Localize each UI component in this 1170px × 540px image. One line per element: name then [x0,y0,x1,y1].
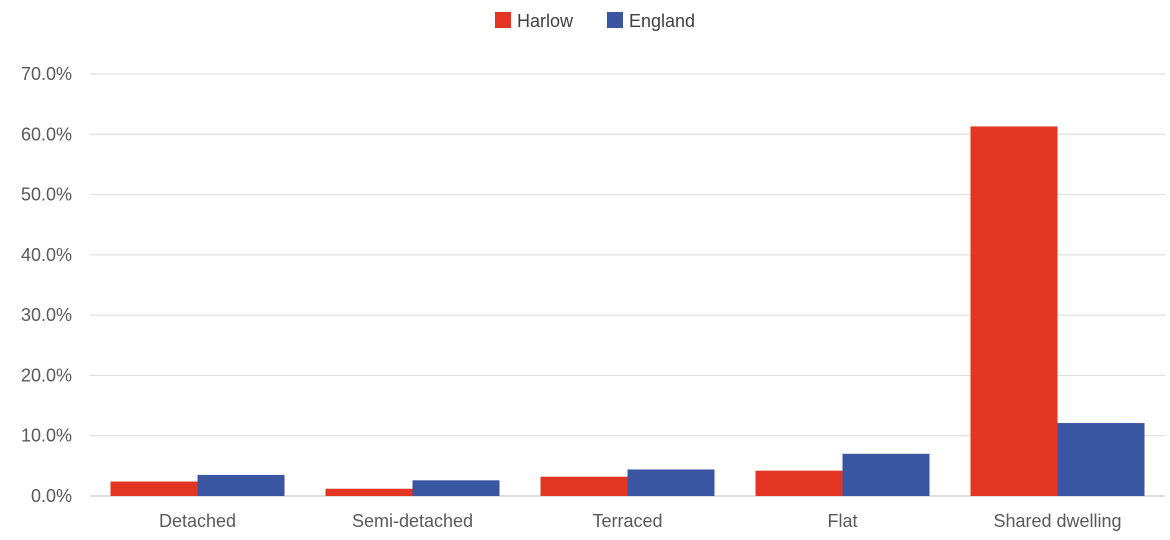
bar-england-detached [197,474,285,496]
legend-label-england: England [629,11,695,31]
y-tick-label: 40.0% [21,245,72,265]
bar-harlow-flat [755,470,843,496]
legend-swatch-harlow [495,12,511,28]
legend-swatch-england [607,12,623,28]
y-tick-label: 20.0% [21,365,72,385]
bar-harlow-semi-detached [325,488,413,496]
x-tick-label: Terraced [592,511,662,531]
bar-england-semi-detached [412,480,500,496]
x-tick-label: Flat [827,511,857,531]
bar-harlow-detached [110,481,198,496]
y-axis-tick-labels: 0.0% 10.0% 20.0% 30.0% 40.0% 50.0% 60.0% 70.0% [21,64,72,506]
y-tick-label: 0.0% [31,486,72,506]
y-tick-label: 70.0% [21,64,72,84]
bar-harlow-shared-dwelling [970,126,1058,496]
x-tick-label: Detached [159,511,236,531]
gridlines [90,73,1165,497]
y-tick-label: 30.0% [21,305,72,325]
bar-england-flat [842,453,930,496]
x-axis-tick-labels: Detached Semi-detached Terraced Flat Shared … [159,511,1122,531]
bar-england-shared-dwelling [1057,423,1145,496]
y-tick-label: 10.0% [21,426,72,446]
y-tick-label: 60.0% [21,124,72,144]
bar-harlow-terraced [540,476,628,496]
x-tick-label: Shared dwelling [993,511,1121,531]
bar-england-terraced [627,469,715,496]
x-tick-label: Semi-detached [352,511,473,531]
bars [110,126,1145,496]
legend-label-harlow: Harlow [517,11,574,31]
chart-legend: Harlow England [495,11,695,31]
y-tick-label: 50.0% [21,185,72,205]
